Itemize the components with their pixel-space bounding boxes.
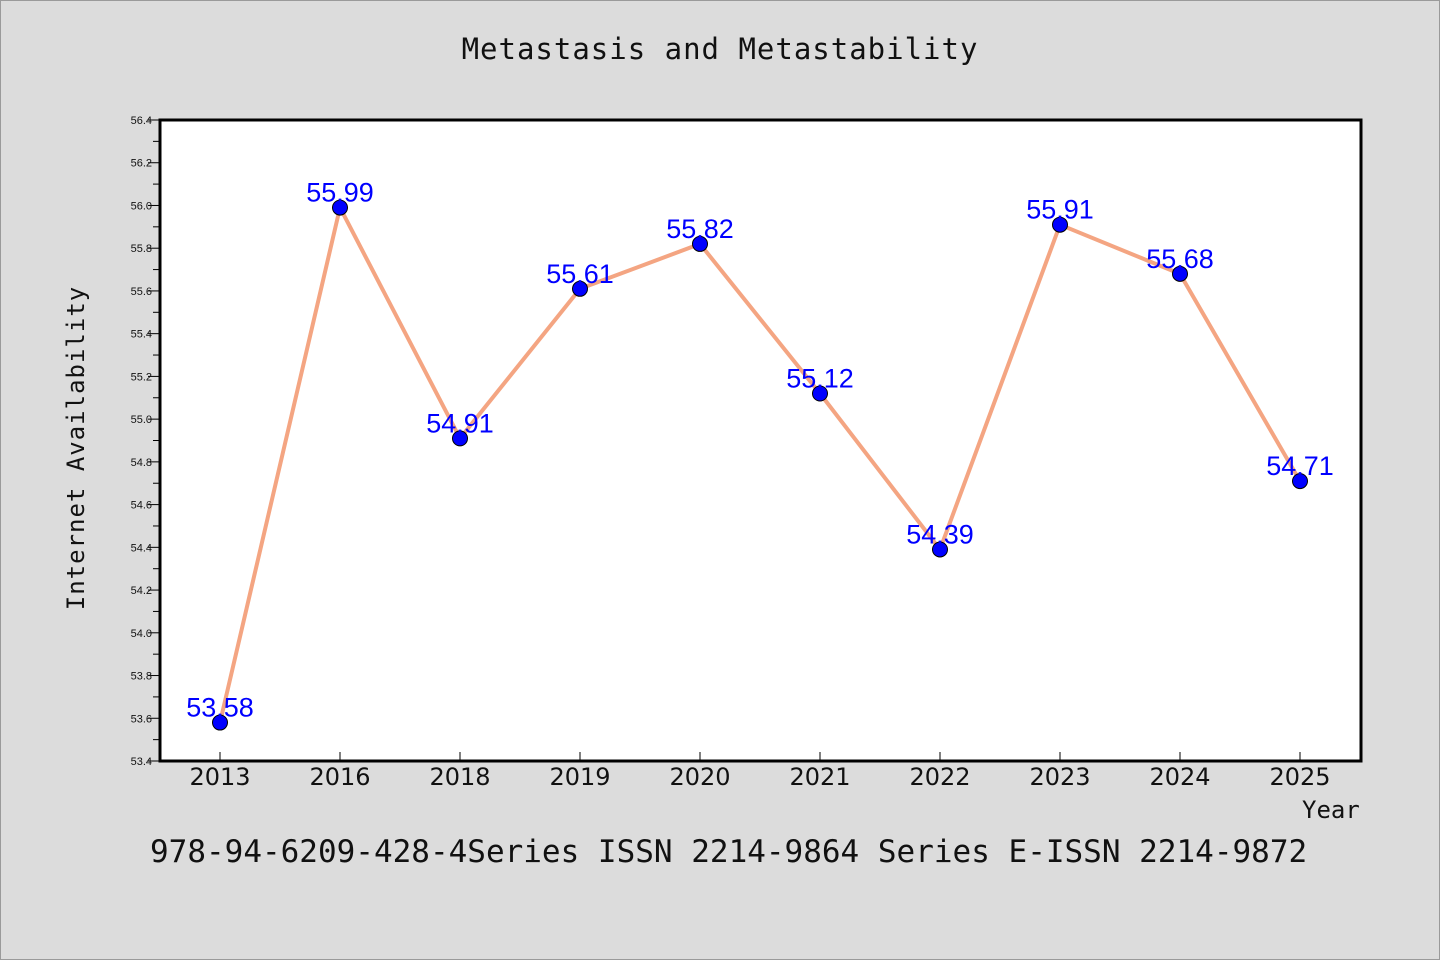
x-tick-label: 2018 [429, 763, 490, 791]
data-point [692, 235, 708, 252]
data-label: 55.61 [546, 259, 614, 289]
data-point [1292, 473, 1308, 490]
data-point [1052, 216, 1068, 233]
plot-area [158, 118, 1363, 763]
y-tick-label: 54.2 [131, 585, 152, 597]
data-label: 55.82 [666, 214, 734, 244]
y-tick-label: 55.0 [131, 414, 152, 426]
x-tick-label: 2013 [189, 763, 250, 791]
y-tick-label: 55.2 [131, 371, 152, 383]
x-tick-label: 2019 [549, 763, 610, 791]
isbn-issn-footer: 978-94-6209-428-4Series ISSN 2214-9864 S… [150, 834, 1308, 870]
y-tick-label: 56.0 [131, 200, 152, 212]
data-label: 53.58 [186, 693, 254, 723]
data-point [452, 430, 468, 447]
y-tick-label: 55.8 [131, 243, 152, 255]
data-point [212, 714, 228, 731]
y-tick-label: 55.6 [131, 286, 152, 298]
series-line-segment [818, 391, 942, 552]
data-label: 55.12 [786, 363, 854, 393]
y-tick-label: 56.2 [131, 158, 152, 170]
data-label: 55.99 [306, 178, 374, 208]
data-point [812, 385, 828, 402]
data-points [212, 199, 1308, 731]
data-label: 54.39 [906, 519, 974, 549]
x-tick-label: 2022 [909, 763, 970, 791]
y-tick-label: 54.8 [131, 457, 152, 469]
y-tick-label: 54.6 [131, 500, 152, 512]
data-labels: 53.58 55.99 54.91 55.61 55.82 55.12 54.39 55.91… [186, 178, 1334, 723]
y-tick-label: 53.4 [131, 756, 152, 768]
x-tick-label: 2021 [789, 763, 850, 791]
data-label: 55.68 [1146, 244, 1214, 274]
data-label: 55.91 [1026, 195, 1094, 225]
data-point [332, 199, 348, 216]
series-line-segment [458, 286, 582, 441]
series-line-segment [338, 205, 462, 441]
x-tick-label: 2023 [1029, 763, 1090, 791]
y-tick-label: 53.8 [131, 671, 152, 683]
y-tick-label: 55.4 [131, 329, 152, 341]
y-tick-label: 56.4 [131, 115, 152, 127]
y-tick-label: 54.4 [131, 542, 152, 554]
series-line-segment [1178, 271, 1302, 484]
series-line-segment [698, 241, 822, 396]
data-label: 54.71 [1266, 451, 1334, 481]
series-line-group [218, 205, 1302, 725]
data-label: 54.91 [426, 408, 494, 438]
x-tick-label: 2024 [1149, 763, 1210, 791]
data-point [932, 541, 948, 558]
y-axis: 53.4 53.6 53.8 54.0 54.2 54.4 54.6 54.8 55.0 55.2… [131, 115, 160, 768]
data-point [1172, 265, 1188, 282]
chart-title: Metastasis and Metastability [461, 32, 979, 66]
series-line-segment [938, 222, 1062, 552]
y-axis-label: Internet Availability [62, 285, 90, 611]
series-line-segment [1058, 222, 1182, 276]
x-tick-label: 2020 [669, 763, 730, 791]
x-axis-label: Year [1302, 796, 1360, 824]
series-line-segment [578, 241, 702, 291]
data-point [572, 280, 588, 297]
y-tick-label: 54.0 [131, 628, 152, 640]
series-line-segment [218, 205, 342, 725]
x-axis: 2013 2016 2018 2019 2020 2021 2022 2023 2024 2025 [189, 752, 1331, 791]
x-tick-label: 2016 [309, 763, 370, 791]
x-tick-label: 2025 [1269, 763, 1330, 791]
y-tick-label: 53.6 [131, 713, 152, 725]
